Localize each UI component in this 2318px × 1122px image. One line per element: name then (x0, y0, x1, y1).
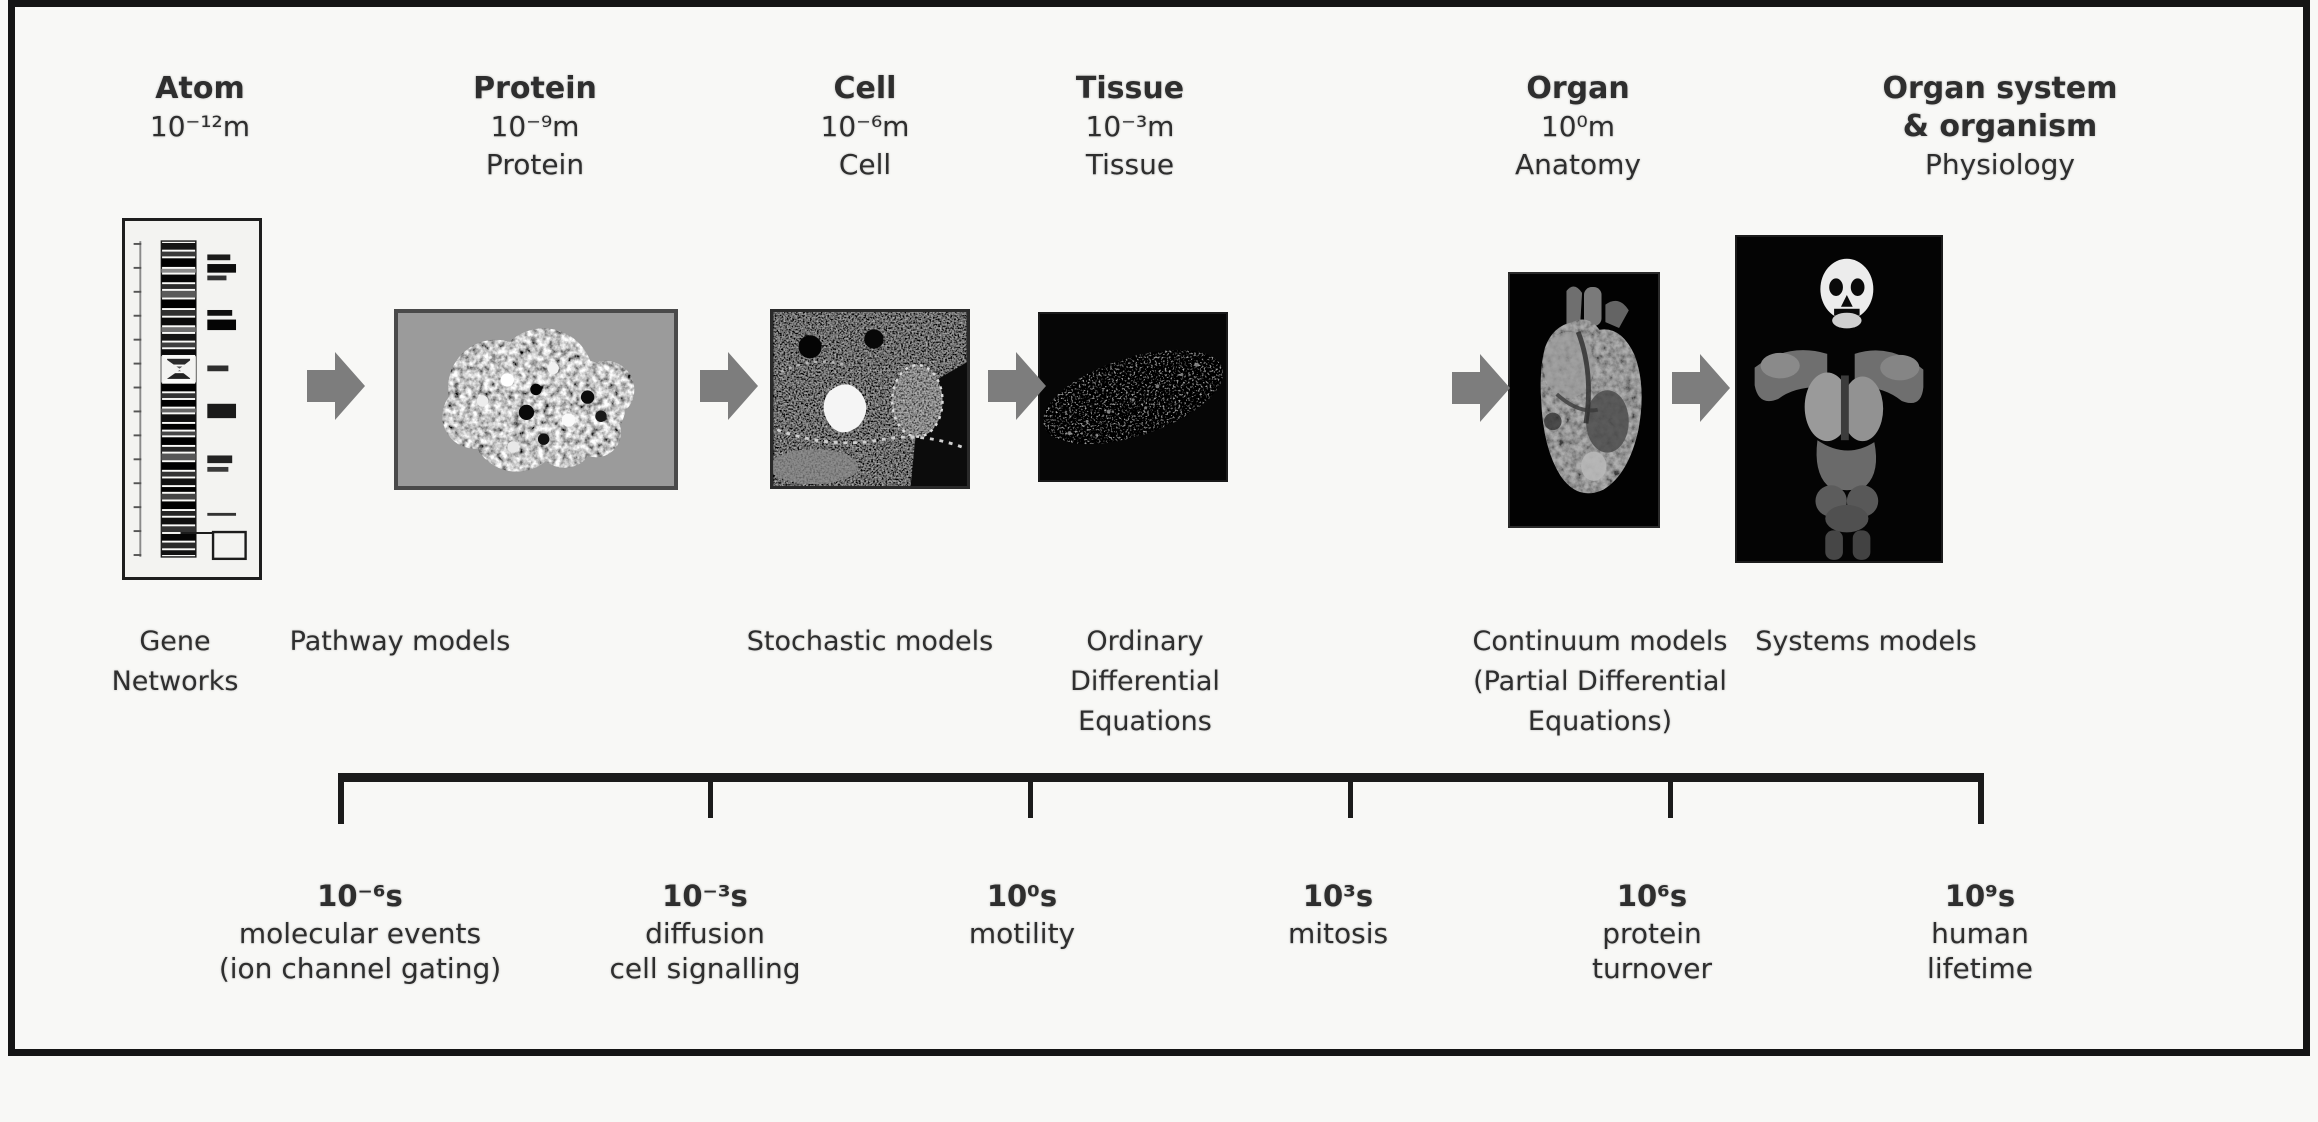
time-scale: 10⁻³s (662, 879, 748, 913)
column-scale: 10⁰m (1540, 110, 1616, 143)
time-label-1e6s: 10⁶s protein turnover (1492, 876, 1812, 986)
time-label-1e0s: 10⁰s motility (862, 876, 1182, 951)
column-title: Protein (473, 71, 597, 106)
chromosome-ideogram-image (122, 218, 262, 580)
column-header-tissue: Tissue 10⁻³m Tissue (1010, 70, 1250, 184)
time-description: mitosis (1287, 917, 1389, 950)
time-scale: 10⁰s (986, 879, 1058, 913)
time-scale: 10³s (1302, 879, 1374, 913)
model-label-stochastic: Stochastic models (746, 626, 994, 657)
time-scale: 10⁹s (1944, 879, 2016, 913)
time-label-1e-3s: 10⁻³s diffusion cell signalling (545, 876, 865, 986)
body-scan-image (1735, 235, 1943, 563)
time-description: human lifetime (1927, 917, 2033, 985)
column-header-organ: Organ 10⁰m Anatomy (1458, 70, 1698, 184)
arrow-right-icon (988, 348, 1046, 424)
arrow-right-icon (1452, 350, 1510, 426)
time-label-1e9s: 10⁹s human lifetime (1820, 876, 2140, 986)
time-description: protein turnover (1592, 917, 1712, 985)
arrow-right-icon (307, 348, 365, 424)
column-domain: Anatomy (1514, 148, 1641, 181)
model-label-ode: Ordinary Differential Equations (1070, 626, 1220, 737)
column-scale: 10⁻¹²m (149, 110, 251, 143)
model-label-continuum: Continuum models (Partial Differential E… (1472, 626, 1728, 737)
time-scale: 10⁻⁶s (317, 879, 403, 913)
column-domain: Physiology (1925, 148, 2075, 181)
tissue-micrograph-image (1038, 312, 1228, 482)
column-scale: 10⁻⁶m (820, 110, 910, 143)
column-title: Cell (833, 71, 897, 106)
time-scale: 10⁶s (1616, 879, 1688, 913)
time-description: motility (968, 917, 1076, 950)
column-header-cell: Cell 10⁻⁶m Cell (745, 70, 985, 184)
protein-molecule-image (394, 309, 678, 490)
column-domain: Protein (485, 148, 585, 181)
column-scale: 10⁻⁹m (490, 110, 580, 143)
column-header-organ-system: Organ system & organism Physiology (1848, 70, 2152, 184)
heart-organ-image (1508, 272, 1660, 528)
arrow-right-icon (1672, 350, 1730, 426)
column-header-protein: Protein 10⁻⁹m Protein (415, 70, 655, 184)
column-header-atom: Atom 10⁻¹²m (80, 70, 320, 146)
time-description: molecular events (ion channel gating) (218, 917, 502, 985)
column-title: Organ (1526, 71, 1630, 106)
model-label-gene-networks: Gene Networks (111, 626, 239, 697)
figure-border (8, 0, 2310, 1056)
time-label-1e-6s: 10⁻⁶s molecular events (ion channel gati… (180, 876, 540, 986)
cell-micrograph-image (770, 309, 970, 489)
column-title: Atom (155, 71, 245, 106)
column-scale: 10⁻³m (1085, 110, 1175, 143)
column-domain: Tissue (1085, 148, 1175, 181)
time-label-1e3s: 10³s mitosis (1178, 876, 1498, 951)
model-label-systems: Systems models (1755, 626, 1977, 657)
time-axis (336, 771, 1984, 833)
model-label-pathway: Pathway models (289, 626, 511, 657)
time-description: diffusion cell signalling (609, 917, 801, 985)
column-domain: Cell (838, 148, 892, 181)
column-title: Tissue (1075, 71, 1185, 106)
column-title: Organ system & organism (1882, 71, 2118, 144)
arrow-right-icon (700, 348, 758, 424)
